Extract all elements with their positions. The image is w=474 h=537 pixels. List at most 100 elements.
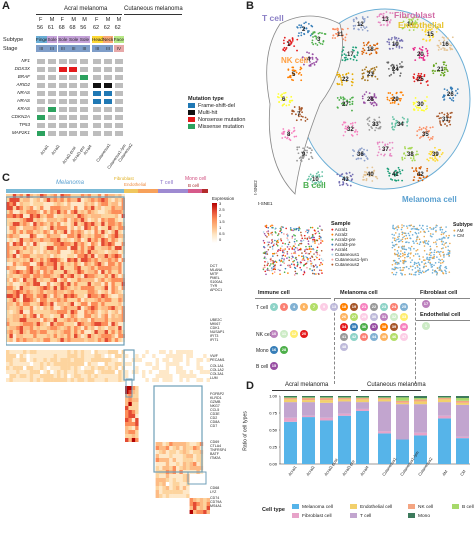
tsne-point	[361, 77, 363, 80]
tsne-point	[392, 97, 395, 99]
mutation-cell	[46, 114, 57, 121]
sample-point	[279, 247, 282, 250]
heatmap-cell	[6, 310, 10, 315]
heatmap-cell	[159, 286, 163, 291]
sample-label: Cutaneous1	[95, 142, 112, 163]
tsne-point	[292, 109, 294, 112]
heatmap-cell	[186, 366, 190, 371]
heatmap-cell	[33, 258, 37, 263]
heatmap-cell	[53, 270, 58, 275]
heatmap-cell	[9, 234, 13, 239]
cluster-badge: 35	[350, 323, 358, 331]
heatmap-cell	[67, 274, 71, 279]
heatmap-cell	[9, 318, 13, 323]
melanoma-key-title: Melanoma cell	[340, 290, 378, 296]
sample-point	[310, 236, 313, 239]
sample-point	[307, 242, 310, 245]
heatmap-cell	[63, 314, 68, 319]
subtype-point	[442, 233, 445, 235]
sample-point	[277, 234, 279, 237]
heatmap-cell	[189, 210, 194, 215]
tsne-point	[296, 38, 299, 41]
heatmap-cell	[148, 282, 153, 287]
heatmap-cell	[53, 358, 58, 363]
heatmap-cell	[29, 266, 34, 271]
heatmap-cell	[179, 202, 183, 207]
sample-point	[282, 254, 285, 257]
heatmap-cell	[186, 326, 190, 331]
heatmap-cell	[29, 338, 34, 343]
heatmap-cell	[57, 330, 61, 335]
heatmap-cell	[77, 318, 81, 323]
heatmap-cell	[6, 282, 10, 287]
heatmap-cell	[176, 258, 180, 263]
sample-point	[264, 225, 267, 228]
heatmap-cell	[36, 270, 41, 275]
heatmap-cell	[43, 238, 47, 243]
heatmap-cell	[87, 278, 92, 283]
heatmap-cell	[206, 310, 210, 315]
heatmap-cell	[91, 258, 95, 263]
heatmap-cell	[84, 330, 88, 335]
gene-label: BRAF	[17, 74, 30, 79]
heatmap-cell	[16, 346, 20, 351]
heatmap-cell	[9, 302, 13, 307]
heatmap-cell	[9, 274, 13, 279]
heatmap-cell	[19, 202, 24, 207]
heatmap-cell	[53, 290, 58, 295]
heatmap-cell	[36, 298, 41, 303]
heatmap-cell	[176, 218, 180, 223]
tsne-point	[362, 72, 365, 75]
subtype-cell: Sole	[46, 36, 58, 43]
heatmap-cell	[19, 234, 24, 239]
heatmap-cell	[80, 266, 85, 271]
sample-point	[293, 263, 295, 266]
heatmap-cell	[33, 350, 37, 355]
tsne-point	[302, 116, 304, 118]
heatmap-cell	[199, 210, 204, 215]
gene-label: TP53	[19, 122, 30, 127]
heatmap-cell	[63, 258, 68, 263]
tsne-point	[444, 123, 446, 125]
heatmap-cell	[179, 298, 183, 303]
cluster-badge: 11	[280, 330, 288, 338]
heatmap-cell	[50, 286, 54, 291]
heatmap-cell	[50, 354, 54, 359]
heatmap-cell	[46, 258, 51, 263]
heatmap-cell	[165, 294, 170, 299]
tsne-point	[296, 148, 299, 151]
stage-cell: III	[102, 45, 114, 52]
heatmap-cell	[16, 338, 20, 343]
tsne-point	[452, 97, 455, 99]
tsne-point	[401, 179, 404, 182]
tsne-point	[300, 79, 303, 82]
tsne-point	[309, 57, 311, 60]
subtype-cell: Sole	[79, 36, 90, 43]
heatmap-cell	[12, 242, 17, 247]
heatmap-cell	[26, 194, 30, 199]
tsne-point	[339, 74, 341, 77]
subtype-point	[427, 240, 430, 243]
heatmap-cell	[74, 234, 78, 239]
heatmap-cell	[101, 314, 105, 319]
heatmap-cell	[63, 302, 68, 307]
tsne-point	[302, 157, 305, 159]
subtype-point	[400, 239, 402, 241]
tsne-point	[368, 120, 371, 123]
heatmap-cell	[40, 286, 44, 291]
heatmap-cell	[60, 354, 64, 359]
heatmap-cell	[9, 286, 13, 291]
tsne-point	[363, 21, 366, 23]
heatmap-cell	[104, 222, 109, 227]
tsne-point	[337, 106, 339, 109]
heatmap-cell	[165, 202, 170, 207]
heatmap-cell	[60, 350, 64, 355]
tsne-point	[319, 184, 322, 187]
heatmap-cell	[135, 366, 139, 371]
heatmap-cell	[74, 246, 78, 251]
tsne-point	[449, 46, 451, 49]
heatmap-cell	[125, 250, 129, 255]
heatmap-cell	[97, 298, 102, 303]
heatmap-cell	[114, 310, 119, 315]
heatmap-cell	[114, 306, 119, 311]
